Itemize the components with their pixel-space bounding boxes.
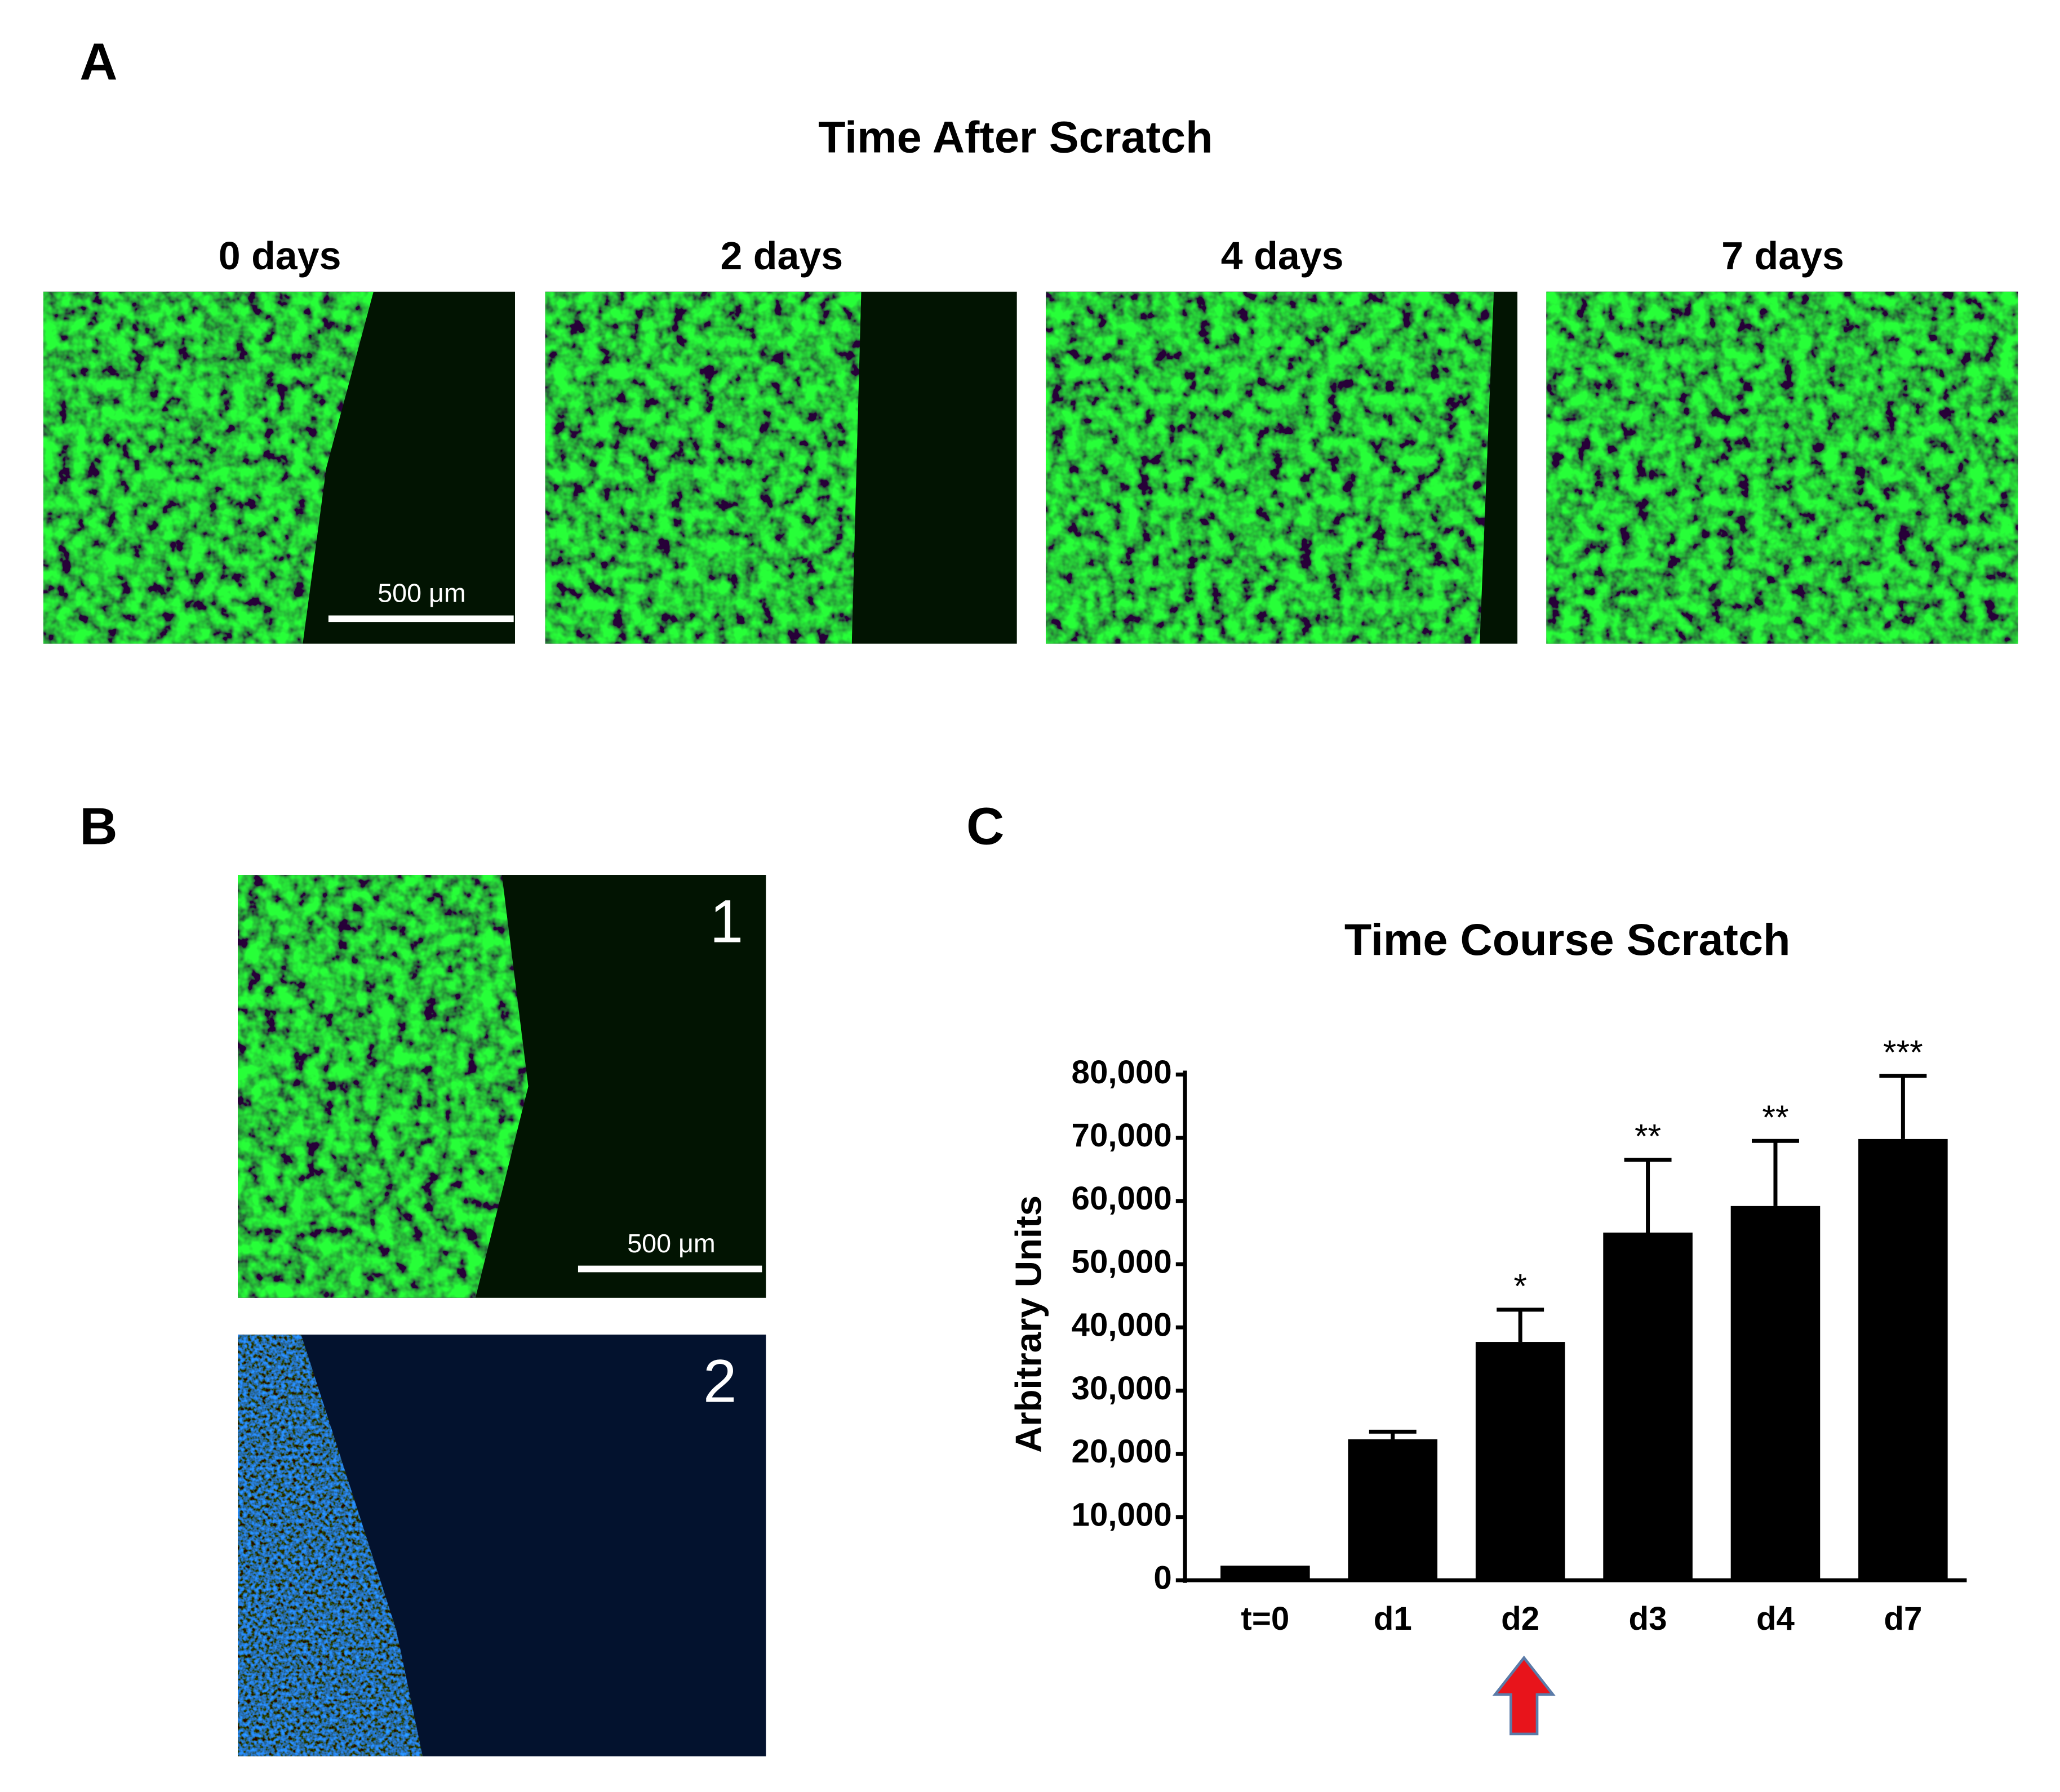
y-tick-label: 10,000 [1072,1496,1172,1533]
image-number: 2 [703,1347,737,1415]
texture [1045,291,1494,644]
scale-bar-label: 500 μm [627,1229,715,1258]
panel-title: Time After Scratch [818,112,1213,162]
y-tick-label: 30,000 [1072,1370,1172,1407]
significance-label: ** [1762,1098,1788,1136]
bar [1348,1439,1438,1581]
panel-label: C [966,797,1004,855]
x-tick-label: t=0 [1241,1600,1289,1637]
scale-bar-label: 500 μm [378,579,465,608]
significance-label: *** [1883,1033,1923,1071]
image-label: 0 days [219,234,341,278]
micrographs: 0 days 2 days 4 days 7 days 500 μm 1 2 500 μm [43,234,2018,1757]
bar-chart: Time Course Scratch Arbitrary Units 0 10,… [1008,914,1967,1736]
image-label: 2 days [720,234,843,278]
texture [545,291,862,644]
image-number: 1 [710,887,744,955]
y-tick-label: 50,000 [1072,1243,1172,1280]
y-tick-label: 0 [1153,1560,1171,1597]
chart-title: Time Course Scratch [1344,914,1791,964]
y-tick-label: 80,000 [1072,1054,1172,1091]
x-tick-label: d7 [1884,1600,1922,1637]
y-tick-label: 60,000 [1072,1180,1172,1217]
bar [1858,1139,1948,1581]
x-tick-label: d4 [1756,1600,1795,1637]
arrow [1492,1655,1556,1736]
panel-label: B [79,797,117,855]
panel-label: A [79,32,117,91]
image-label: 4 days [1221,234,1344,278]
significance-label: * [1513,1267,1527,1305]
y-axis-label: Arbitrary Units [1008,1195,1049,1453]
y-tick-label: 40,000 [1072,1307,1172,1344]
significance-label: ** [1635,1117,1661,1155]
texture [238,875,529,1298]
y-tick-label: 70,000 [1072,1117,1172,1154]
bar [1603,1232,1693,1581]
y-tick-label: 20,000 [1072,1433,1172,1470]
x-tick-label: d1 [1374,1600,1412,1637]
x-tick-label: d3 [1629,1600,1667,1637]
texture [1546,291,2018,644]
bar [1475,1342,1565,1581]
bar [1220,1566,1310,1581]
bar [1730,1206,1821,1581]
image-label: 7 days [1721,234,1844,278]
x-tick-label: d2 [1501,1600,1539,1637]
